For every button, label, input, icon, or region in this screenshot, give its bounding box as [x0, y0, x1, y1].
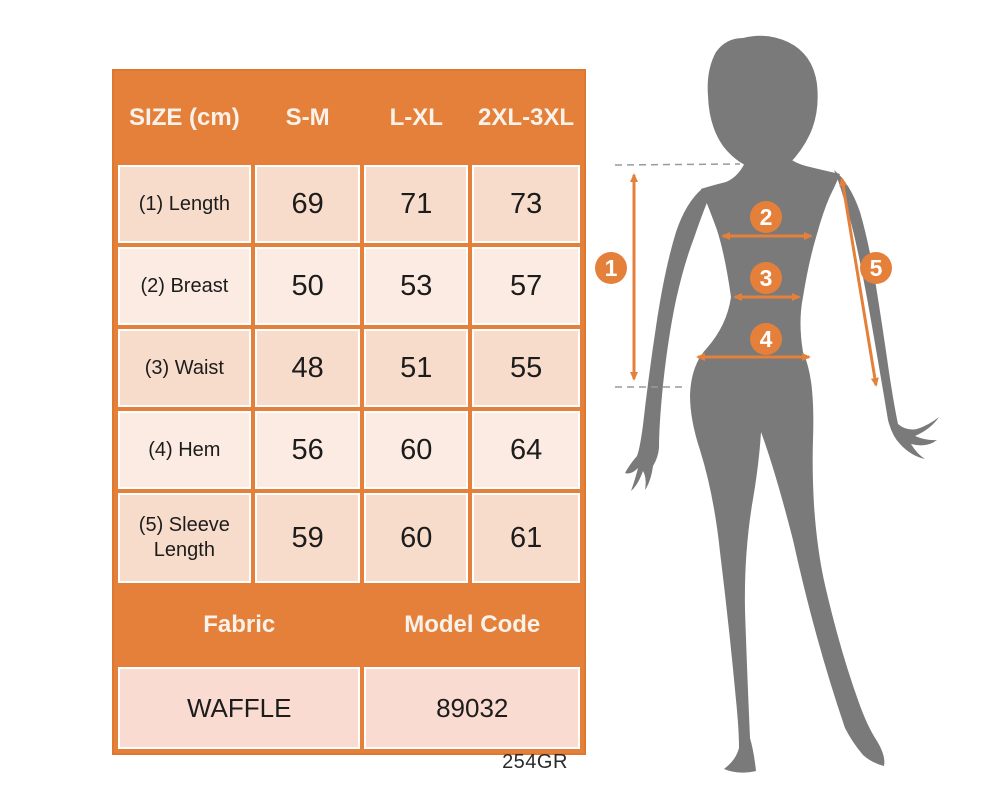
badge-3-number: 3: [760, 265, 773, 291]
cell-value: 59: [254, 493, 361, 583]
fabric-header: Fabric: [118, 587, 361, 663]
cell-value: 56: [254, 411, 361, 489]
cell-value: 51: [364, 329, 469, 407]
model-footnote: 254GR: [502, 751, 568, 773]
column-header-size: SIZE (cm): [118, 75, 251, 161]
measurement-arrows: [630, 173, 879, 387]
badge-1-number: 1: [605, 255, 618, 281]
cell-value: 53: [364, 247, 469, 325]
table-footer-header-row: Fabric Model Code: [118, 587, 580, 663]
cell-value: 50: [254, 247, 361, 325]
row-label: (4) Hem: [118, 411, 251, 489]
table-row-length: (1) Length 69 71 73: [118, 165, 580, 243]
cell-value: 61: [472, 493, 580, 583]
model-code-header: Model Code: [364, 587, 580, 663]
badge-2-circle: [750, 201, 782, 233]
cell-value: 57: [472, 247, 580, 325]
row-label: (1) Length: [118, 165, 251, 243]
table-row-sleeve-length: (5) Sleeve Length 59 60 61: [118, 493, 580, 583]
size-chart-table: SIZE (cm) S-M L-XL 2XL-3XL (1) Length 69…: [112, 69, 586, 755]
badge-1-circle: [595, 252, 627, 284]
fabric-value: WAFFLE: [118, 667, 361, 749]
cell-value: 60: [364, 411, 469, 489]
badge-2-number: 2: [760, 204, 773, 230]
cell-value: 55: [472, 329, 580, 407]
model-code-value: 89032: [364, 667, 580, 749]
table-row-breast: (2) Breast 50 53 57: [118, 247, 580, 325]
column-header-sm: S-M: [254, 75, 361, 161]
cell-value: 48: [254, 329, 361, 407]
badge-5-number: 5: [870, 255, 883, 281]
cell-value: 73: [472, 165, 580, 243]
cell-value: 71: [364, 165, 469, 243]
table-footer-value-row: WAFFLE 89032: [118, 667, 580, 749]
row-label: (2) Breast: [118, 247, 251, 325]
column-header-2xl3xl: 2XL-3XL: [472, 75, 580, 161]
badge-5-circle: [860, 252, 892, 284]
row-label: (5) Sleeve Length: [118, 493, 251, 583]
table-row-hem: (4) Hem 56 60 64: [118, 411, 580, 489]
badge-4-number: 4: [760, 326, 773, 352]
sleeve-arrow: [839, 177, 879, 387]
female-silhouette: [625, 35, 939, 773]
row-label: (3) Waist: [118, 329, 251, 407]
shoulder-dash-line: [614, 163, 741, 166]
measurement-badges: 1 2 3 4 5: [595, 201, 892, 355]
cell-value: 69: [254, 165, 361, 243]
table-header-row: SIZE (cm) S-M L-XL 2XL-3XL: [118, 75, 580, 161]
badge-3-circle: [750, 262, 782, 294]
table-row-waist: (3) Waist 48 51 55: [118, 329, 580, 407]
cell-value: 60: [364, 493, 469, 583]
column-header-lxl: L-XL: [364, 75, 469, 161]
badge-4-circle: [750, 323, 782, 355]
cell-value: 64: [472, 411, 580, 489]
